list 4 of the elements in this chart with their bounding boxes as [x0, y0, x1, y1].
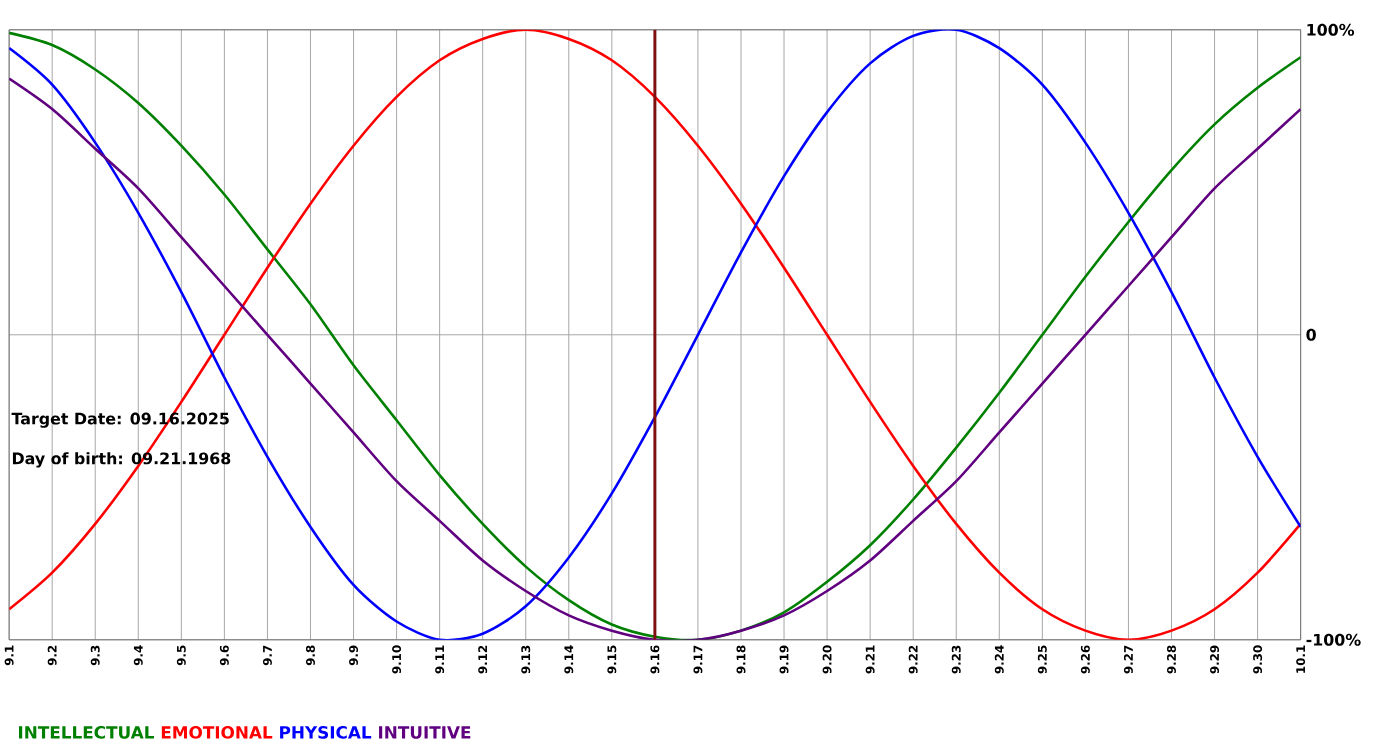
text: INTELLECTUAL — [19, 726, 154, 740]
text: PHYSICAL — [280, 726, 372, 740]
text: INTUITIVE — [379, 726, 471, 740]
text: EMOTIONAL — [161, 726, 273, 740]
